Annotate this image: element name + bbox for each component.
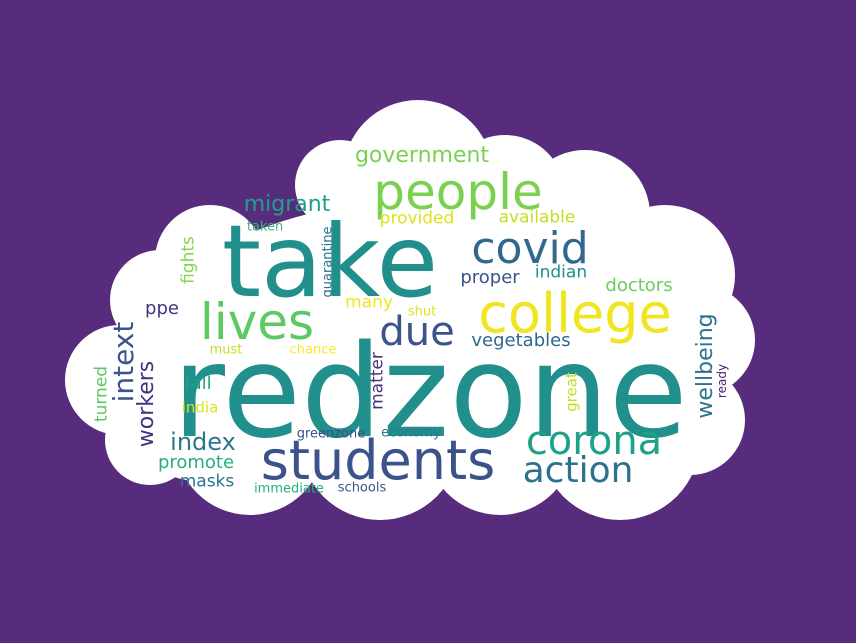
word-many: many [345, 292, 393, 313]
word-proper: proper [460, 267, 520, 288]
word-action: action [522, 450, 634, 491]
word-doctors: doctors [605, 275, 673, 296]
word-masks: masks [179, 471, 235, 492]
word-fights: fights [178, 236, 199, 284]
word-government: government [354, 143, 490, 168]
word-indian: indian [534, 262, 588, 283]
word-ready: ready [715, 363, 729, 399]
word-immediate: immediate [254, 481, 324, 497]
word-promote: promote [157, 452, 235, 473]
word-india: india [181, 398, 219, 417]
word-due: due [379, 309, 455, 355]
word-workers: workers [134, 360, 159, 448]
word-economy: economy [381, 425, 441, 441]
word-shut: shut [407, 304, 437, 320]
word-corona: corona [525, 418, 663, 464]
word-migrant: migrant [243, 192, 331, 217]
word-ppe: ppe [145, 298, 179, 319]
word-great: great [562, 372, 581, 412]
word-quarantine: quarantine [320, 226, 336, 298]
word-lives: lives [199, 293, 315, 351]
word-college: college [478, 282, 672, 345]
word-chance: chance [289, 342, 337, 358]
word-vegetables: vegetables [471, 330, 571, 351]
word-wellbeing: wellbeing [693, 313, 718, 419]
word-available: available [498, 207, 576, 228]
word-people: people [373, 163, 543, 221]
word-students: students [260, 429, 496, 492]
word-fall: fall [184, 373, 212, 394]
word-greenzone: greenzone [296, 426, 366, 442]
word-taken: taken [246, 219, 284, 235]
word-provided: provided [379, 208, 455, 229]
word-schools: schools [337, 480, 387, 496]
word-index: index [170, 428, 236, 456]
word-must: must [209, 342, 243, 358]
word-matter: matter [367, 352, 388, 410]
word-take: take [221, 203, 439, 320]
word-turned: turned [91, 365, 112, 423]
word-covid: covid [471, 223, 589, 274]
word-redzone: redzone [172, 318, 688, 467]
